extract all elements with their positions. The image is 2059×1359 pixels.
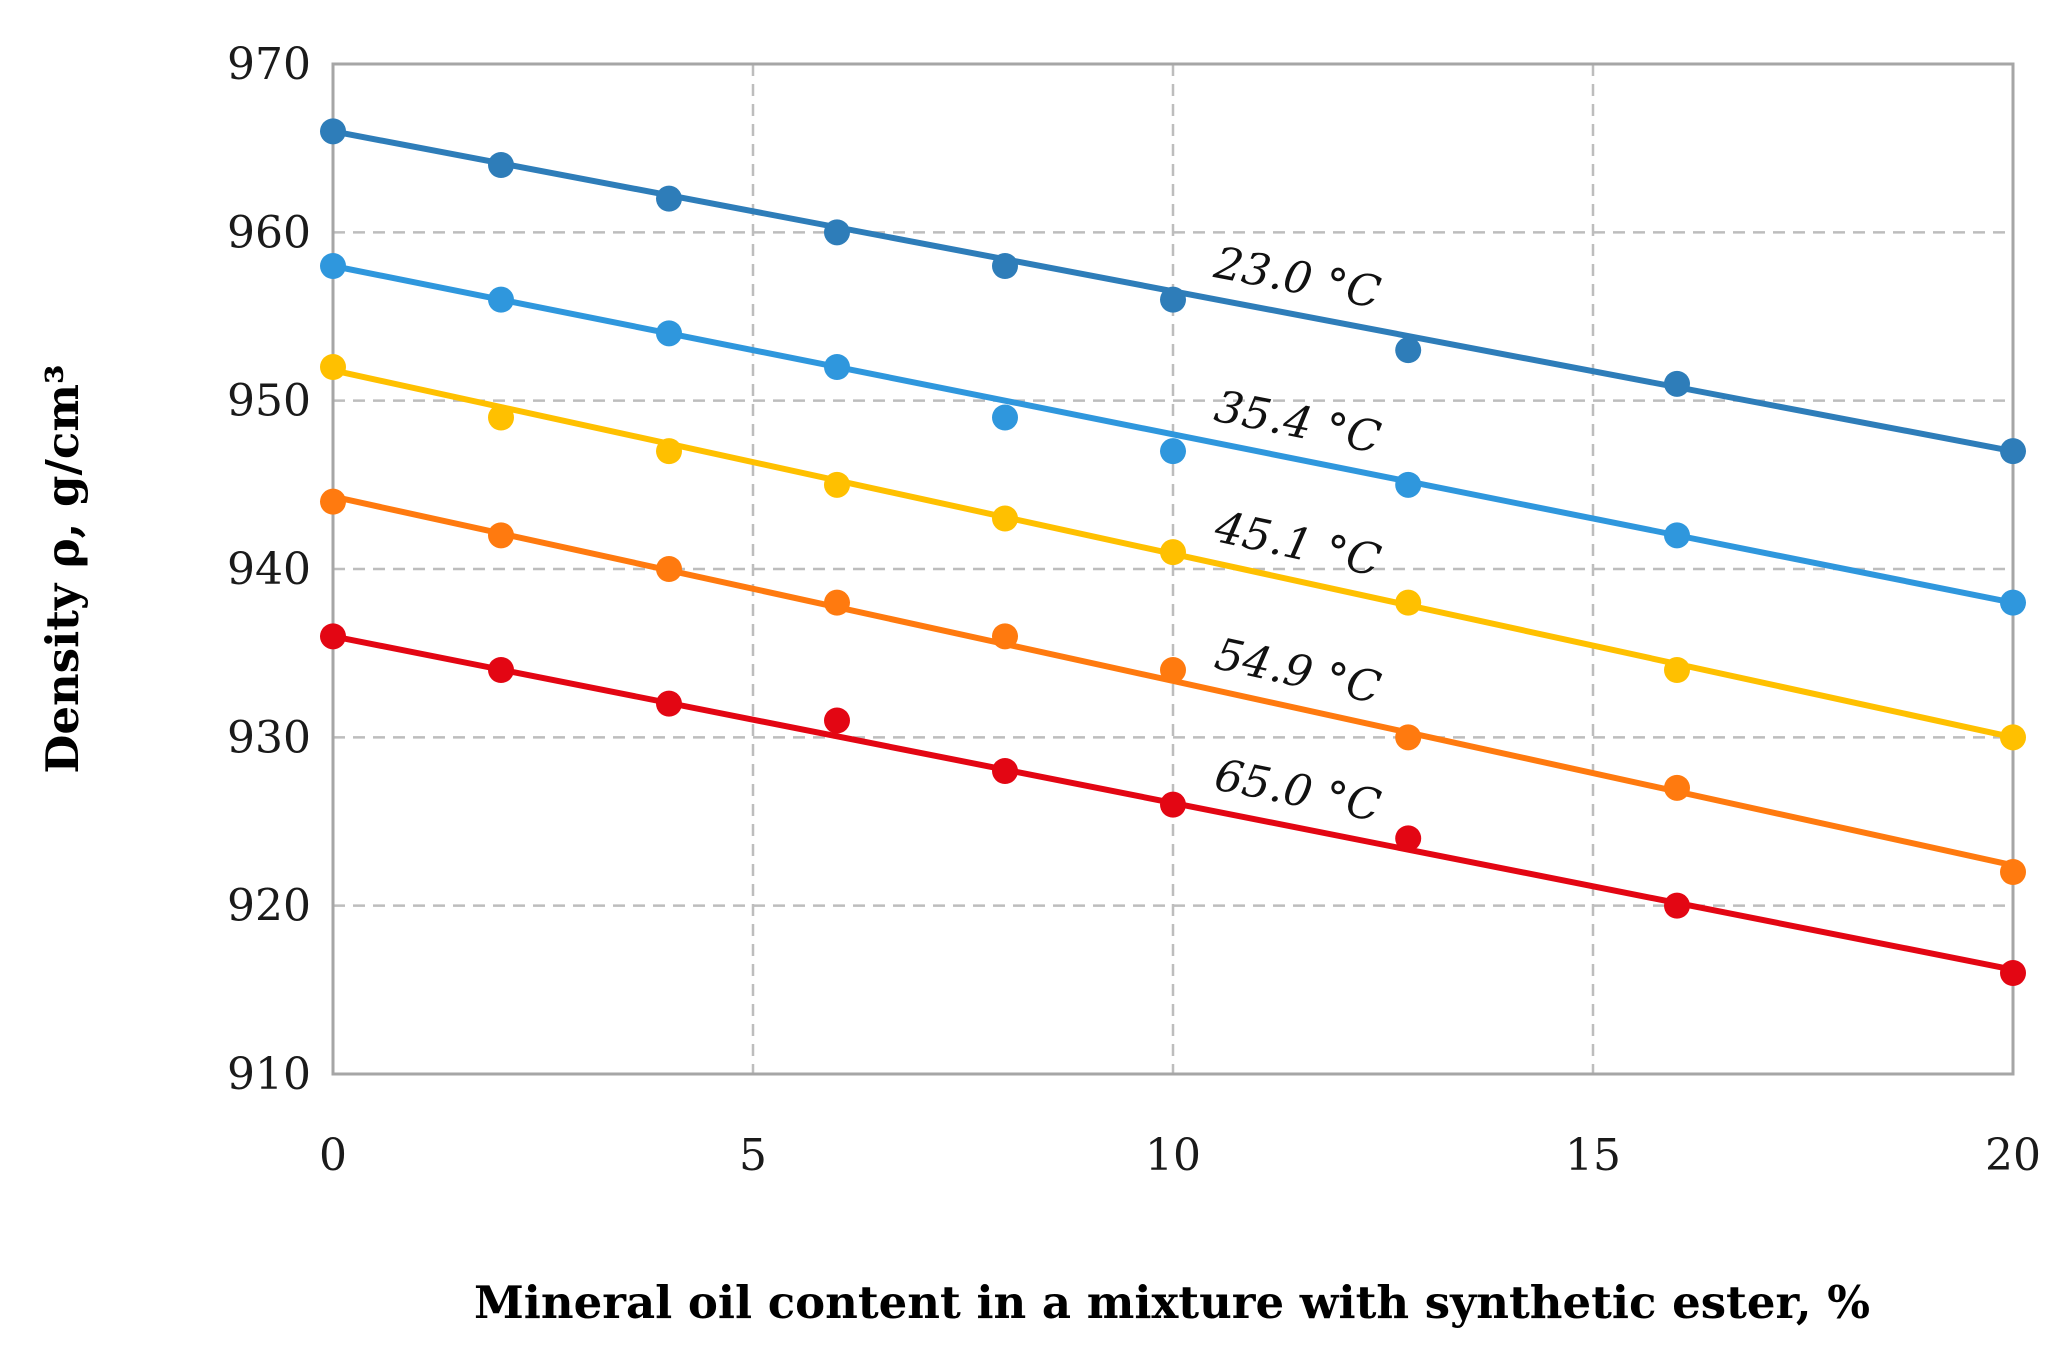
- data-point: [2000, 960, 2026, 986]
- data-point: [992, 623, 1018, 650]
- grid-lines: [333, 64, 2013, 1074]
- series-35.4: [320, 253, 2026, 616]
- series-45.1: [320, 354, 2026, 751]
- data-point: [2000, 859, 2026, 885]
- data-point: [488, 152, 514, 178]
- y-tick-label: 920: [227, 881, 311, 932]
- data-point: [2000, 724, 2026, 751]
- data-point: [1395, 825, 1422, 852]
- data-point: [824, 707, 850, 734]
- data-point: [656, 438, 682, 465]
- y-tick-label: 960: [227, 207, 311, 258]
- tick-labels: 910 920 930 940 950 960 970 0 5 10 15 20: [227, 39, 2041, 1181]
- x-tick-label: 20: [1985, 1130, 2041, 1181]
- data-point: [1160, 438, 1186, 465]
- data-point: [824, 354, 850, 380]
- y-tick-label: 950: [227, 376, 311, 427]
- series-label: 35.4 °C: [1210, 381, 1384, 464]
- y-tick-label: 970: [227, 39, 311, 90]
- data-point: [656, 320, 682, 347]
- y-axis-title: Density ρ, g/cm³: [36, 364, 89, 773]
- data-point: [320, 623, 346, 650]
- data-point: [488, 522, 514, 549]
- data-point: [320, 118, 346, 145]
- data-point: [1160, 657, 1186, 683]
- data-point: [1395, 337, 1422, 364]
- data-point: [1395, 471, 1422, 498]
- data-point: [1664, 892, 1690, 919]
- data-point: [320, 488, 346, 515]
- data-point: [2000, 438, 2026, 465]
- data-point: [656, 690, 682, 717]
- data-point: [488, 657, 514, 683]
- data-point: [1664, 522, 1690, 549]
- x-tick-label: 0: [319, 1130, 347, 1181]
- data-point: [1664, 657, 1690, 683]
- data-point: [992, 253, 1018, 279]
- trend-line: [330, 263, 2016, 606]
- data-point: [320, 253, 346, 279]
- data-point: [824, 219, 850, 246]
- data-point: [1160, 791, 1186, 818]
- data-point: [656, 185, 682, 212]
- series-label: 65.0 °C: [1210, 750, 1384, 833]
- data-point: [992, 404, 1018, 431]
- x-tick-label: 5: [739, 1130, 767, 1181]
- plot-frame: [331, 62, 2015, 1076]
- x-tick-label: 15: [1565, 1130, 1621, 1181]
- data-point: [1395, 589, 1422, 616]
- data-point: [992, 505, 1018, 532]
- data-point: [1664, 370, 1690, 397]
- y-tick-label: 940: [227, 544, 311, 595]
- data-point: [656, 556, 682, 582]
- series-65.0: [320, 623, 2026, 986]
- data-point: [488, 286, 514, 313]
- data-point: [1395, 724, 1422, 751]
- series-label: 45.1 °C: [1210, 501, 1386, 587]
- data-point: [320, 354, 346, 380]
- data-point: [2000, 589, 2026, 616]
- data-point: [824, 471, 850, 498]
- data-point: [1160, 539, 1186, 566]
- y-tick-label: 910: [227, 1049, 311, 1100]
- data-point: [824, 589, 850, 616]
- series-layer: [320, 118, 2026, 986]
- series-label: 54.9 °C: [1211, 629, 1386, 715]
- series-54.9: [320, 488, 2026, 885]
- x-tick-label: 10: [1145, 1130, 1201, 1181]
- series-23.0: [320, 118, 2026, 465]
- data-point: [488, 404, 514, 431]
- x-axis-title: Mineral oil content in a mixture with sy…: [474, 1276, 1870, 1329]
- y-tick-label: 930: [227, 712, 311, 763]
- data-point: [1160, 286, 1186, 313]
- data-point: [1664, 774, 1690, 801]
- series-label: 23.0 °C: [1209, 237, 1384, 319]
- data-point: [992, 758, 1018, 784]
